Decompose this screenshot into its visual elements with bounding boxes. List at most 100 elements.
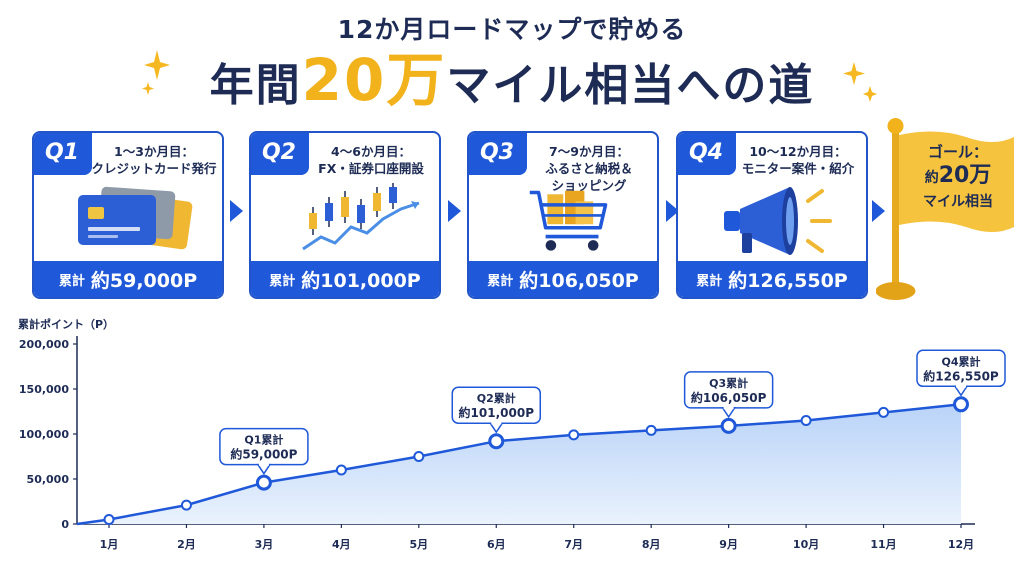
data-point [568,429,580,441]
x-tick-label: 3月 [255,538,274,551]
quarter-card-q4: Q4 10〜12か月目： モニター案件・紹介 累計 約126,550P [676,131,868,299]
credit-card-icon [78,186,193,250]
cumulative-points-chart: 0 50,000 100,000 150,000 200,000 1月 2月 3月 4月 5月 6月… [0,310,1024,576]
milestone-point [720,417,737,434]
data-point [878,406,890,418]
goal-line3: マイル相当 [923,194,993,210]
series-area [77,404,961,524]
chart-svg: 0 50,000 100,000 150,000 200,000 1月 2月 3月 4月 5月 6月… [19,336,1006,551]
data-point [335,464,347,476]
quarter-tab: Q1 [34,133,92,175]
x-tick-label: 4月 [332,538,351,551]
annotation-pointer [256,463,272,475]
total-value: 約59,000P [90,269,198,292]
title-highlight: 20万 [301,46,447,114]
megaphone-icon [724,187,832,255]
goal-label: ゴール： 約20万 マイル相当 [903,142,1013,212]
y-tick-label: 200,000 [19,338,69,351]
milestone-point [488,433,505,450]
quarter-total: 累計 約106,050P [469,261,657,297]
quarter-card-q2: Q2 4〜6か月目： FX・証券口座開設 累計 約101,000P [249,131,441,299]
y-tick-label: 150,000 [19,383,69,396]
annotation-title: Q1累計 [244,433,283,447]
total-label: 累計 [696,273,723,289]
y-tick-label: 0 [61,518,69,531]
goal-approx: 約 [924,170,939,186]
quarter-tab: Q2 [251,133,309,175]
y-tick-label: 100,000 [19,428,69,441]
arrow-right-icon [448,200,461,222]
total-value: 約101,000P [301,269,421,292]
quarter-total: 累計 約59,000P [34,261,222,297]
annotation-value: 約106,050P [691,390,767,405]
subtitle: 12か月ロードマップで貯める [337,15,687,44]
total-label: 累計 [58,273,85,289]
y-axis-title: 累計ポイント（P） [18,318,115,331]
quarter-title: 7〜9か月目： ふるさと納税＆ ショッピング [525,143,653,194]
milestone-point [953,396,969,413]
x-tick-label: 8月 [642,538,661,551]
quarter-action: ふるさと納税＆ [545,161,633,176]
quarter-total: 累計 約126,550P [678,261,866,297]
quarter-period: 10〜12か月目： [749,144,847,159]
x-tick-label: 2月 [177,538,196,551]
title-prefix: 年間 [209,60,302,111]
y-tick-label: 50,000 [27,473,70,486]
x-tick-label: 11月 [870,538,896,551]
annotation-pointer [953,385,969,397]
x-tick-label: 5月 [409,538,428,551]
candlestick-chart-icon [302,183,420,251]
arrow-right-icon [666,200,679,222]
annotation-title: Q3累計 [709,376,748,390]
milestone-point [255,474,272,491]
quarter-tab: Q4 [678,133,736,175]
data-point [180,499,192,511]
quarter-action: FX・証券口座開設 [318,161,424,176]
annotation-value: 約126,550P [923,368,999,383]
page-title: 年間20万マイル相当への道 [0,48,1024,118]
arrow-right-icon [230,200,243,222]
quarter-title: 1〜3か月目： クレジットカード発行 [90,143,218,177]
quarter-action: モニター案件・紹介 [741,161,855,176]
title-suffix: マイル相当への道 [446,60,815,111]
data-point [413,451,425,462]
data-point [645,424,657,436]
annotation-pointer [721,407,737,419]
data-point [800,415,812,426]
arrow-right-icon [872,200,885,222]
quarter-period: 1〜3か月目： [114,144,194,159]
goal-line2: 約20万 [903,162,1013,192]
x-tick-label: 12月 [948,538,974,551]
quarter-card-q3: Q3 7〜9か月目： ふるさと納税＆ ショッピング 累計 約106,050P [467,131,659,299]
x-tick-label: 7月 [564,538,583,551]
annotation-title: Q4累計 [941,354,980,368]
total-value: 約126,550P [728,269,848,292]
goal-flag-icon [876,118,1014,300]
quarter-period: 7〜9か月目： [549,144,629,159]
total-label: 累計 [269,273,296,289]
x-tick-label: 9月 [719,538,738,551]
quarter-action-2: ショッピング [551,178,627,193]
x-tick-label: 1月 [100,538,119,551]
quarter-title: 10〜12か月目： モニター案件・紹介 [734,143,862,177]
goal-line1: ゴール： [927,143,988,161]
quarter-period: 4〜6か月目： [331,144,411,159]
x-tick-label: 6月 [487,538,506,551]
annotation-value: 約101,000P [459,405,535,420]
quarter-title: 4〜6か月目： FX・証券口座開設 [307,143,435,177]
total-label: 累計 [487,273,514,289]
annotation-title: Q2累計 [477,391,516,405]
data-point [103,514,115,525]
x-tick-label: 10月 [793,538,819,551]
quarter-action: クレジットカード発行 [91,161,217,176]
shopping-cart-icon [529,190,608,251]
total-value: 約106,050P [519,269,639,292]
quarter-card-q1: Q1 1〜3か月目： クレジットカード発行 累計 約59,000P [32,131,224,299]
quarter-total: 累計 約101,000P [251,261,439,297]
quarter-tab: Q3 [469,133,527,175]
annotation-value: 約59,000P [230,447,297,462]
sparkle-icon [142,50,170,95]
sparkle-icon [843,62,877,102]
goal-amount: 20万 [938,163,992,188]
annotation-pointer [488,422,504,434]
